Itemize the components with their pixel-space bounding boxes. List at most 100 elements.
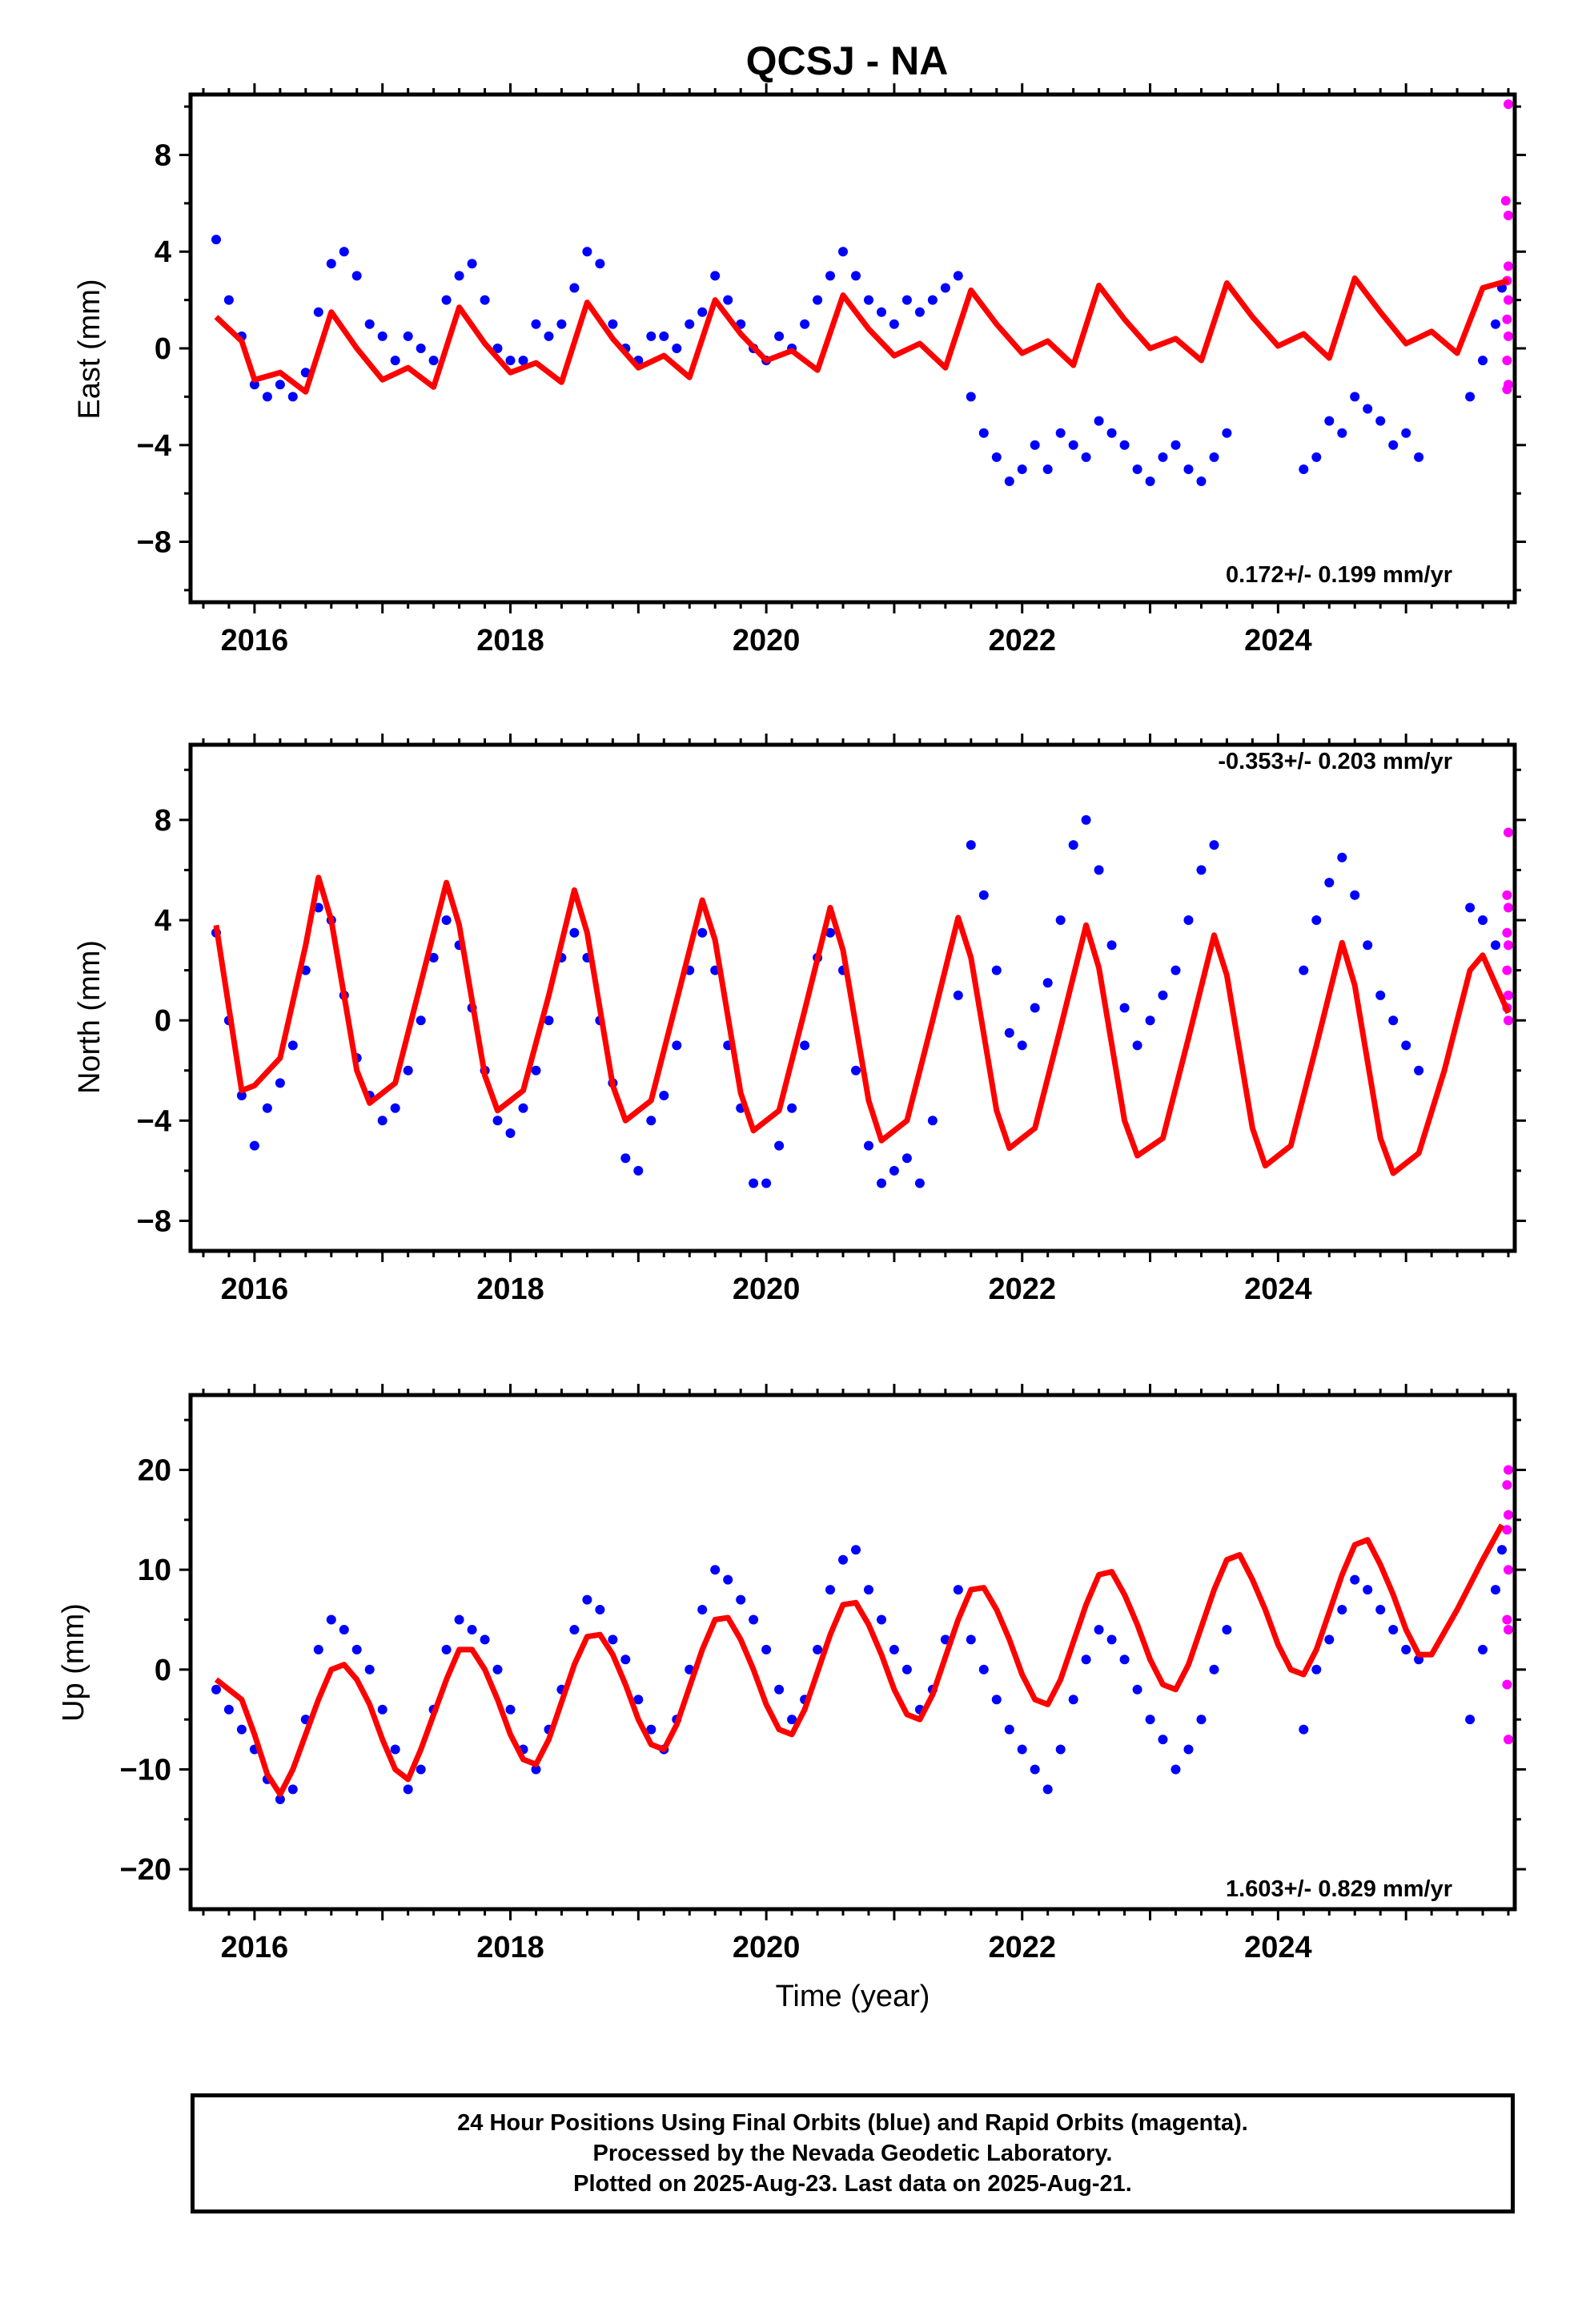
up-final-point: [1004, 1724, 1014, 1735]
east-final-point: [927, 295, 938, 305]
up-final-point: [582, 1594, 592, 1605]
north-ylabel: North (mm): [73, 940, 106, 1094]
up-final-point: [236, 1724, 247, 1735]
east-final-point: [723, 295, 733, 305]
north-final-point: [1414, 1065, 1424, 1076]
east-final-point: [800, 319, 810, 329]
north-x-tick-label: 2018: [476, 1273, 544, 1306]
up-final-point: [1158, 1735, 1168, 1745]
north-final-point: [1401, 1040, 1411, 1051]
up-final-point: [1350, 1574, 1360, 1585]
up-model-line: [214, 1523, 1505, 1798]
up-final-point: [825, 1585, 835, 1595]
east-final-point: [1209, 452, 1219, 462]
up-final-point: [1388, 1625, 1399, 1634]
east-final-point: [914, 307, 925, 317]
east-final-point: [569, 283, 580, 293]
east-final-point: [326, 259, 336, 269]
east-model-line: [214, 275, 1509, 395]
up-final-point: [1030, 1764, 1040, 1775]
east-final-point: [518, 356, 528, 366]
north-final-point: [761, 1178, 772, 1188]
east-final-point: [531, 319, 541, 329]
east-final-point: [1196, 476, 1207, 486]
up-final-point: [480, 1634, 490, 1645]
up-rapid-point: [1504, 1735, 1513, 1745]
north-final-point: [1491, 940, 1500, 951]
up-final-point: [1478, 1644, 1488, 1655]
up-final-point: [467, 1625, 477, 1634]
east-x-tick-label: 2022: [988, 624, 1056, 657]
east-rapid-point: [1502, 356, 1512, 366]
east-final-point: [659, 331, 669, 341]
east-final-point: [1068, 440, 1078, 450]
east-final-point: [991, 452, 1002, 462]
east-final-point: [978, 428, 989, 438]
east-y-tick-label: 4: [155, 235, 171, 269]
up-final-point: [1119, 1655, 1130, 1665]
north-final-point: [1350, 890, 1360, 900]
north-final-point: [1030, 1003, 1040, 1013]
up-final-point: [1106, 1634, 1117, 1645]
east-final-point: [211, 235, 221, 245]
east-final-point: [1158, 452, 1168, 462]
up-final-point: [851, 1545, 861, 1555]
north-final-point: [1042, 978, 1053, 988]
north-final-point: [544, 1015, 554, 1026]
up-final-point: [838, 1554, 848, 1565]
north-final-point: [1055, 915, 1066, 925]
north-y-tick-label: −4: [137, 1104, 171, 1138]
up-final-point: [364, 1664, 375, 1675]
north-rapid-point: [1504, 1015, 1513, 1026]
north-final-point: [1375, 990, 1386, 1000]
up-final-point: [492, 1664, 503, 1675]
north-final-point: [646, 1116, 656, 1126]
east-final-point: [851, 271, 861, 281]
east-final-point: [313, 307, 323, 317]
north-final-point: [518, 1103, 528, 1113]
up-final-point: [1094, 1625, 1104, 1634]
north-final-point: [1094, 865, 1104, 875]
north-model-line: [213, 875, 1512, 1176]
east-final-point: [223, 295, 234, 305]
east-final-point: [1478, 356, 1488, 366]
east-final-point: [480, 295, 490, 305]
north-final-point: [1478, 915, 1488, 925]
up-final-point: [416, 1764, 426, 1775]
north-final-point: [1106, 940, 1117, 951]
north-final-point: [697, 927, 708, 938]
north-final-point: [492, 1116, 503, 1126]
north-final-point: [1465, 903, 1476, 913]
north-final-point: [1299, 965, 1309, 975]
up-final-point: [339, 1625, 349, 1634]
east-final-point: [351, 271, 362, 281]
north-final-point: [1119, 1003, 1130, 1013]
up-final-point: [1375, 1605, 1386, 1614]
up-y-tick-label: 10: [138, 1554, 171, 1587]
up-final-point: [710, 1565, 721, 1575]
north-final-point: [1170, 965, 1181, 975]
north-rate-label: -0.353+/- 0.203 mm/yr: [1218, 749, 1452, 774]
north-rapid-point: [1504, 903, 1513, 913]
east-final-point: [813, 295, 823, 305]
east-plot-area: [211, 99, 1513, 486]
up-rapid-point: [1504, 1565, 1513, 1575]
up-final-point: [774, 1684, 785, 1695]
up-final-point: [287, 1784, 298, 1795]
north-plot-area: [211, 814, 1513, 1188]
up-final-point: [1465, 1715, 1476, 1725]
up-final-point: [1209, 1664, 1219, 1675]
east-y-tick-label: −8: [137, 526, 171, 560]
north-y-tick-label: 8: [155, 804, 171, 838]
up-x-tick-label: 2018: [476, 1931, 544, 1964]
east-final-point: [774, 331, 785, 341]
up-final-point: [351, 1644, 362, 1655]
east-final-point: [1132, 464, 1142, 474]
east-final-point: [889, 319, 899, 329]
footer-line-2: Processed by the Nevada Geodetic Laborat…: [592, 2141, 1113, 2166]
north-rapid-point: [1504, 990, 1513, 1000]
north-final-point: [1081, 814, 1091, 825]
north-final-point: [1145, 1015, 1155, 1026]
north-final-point: [749, 1178, 759, 1188]
east-final-point: [825, 271, 835, 281]
